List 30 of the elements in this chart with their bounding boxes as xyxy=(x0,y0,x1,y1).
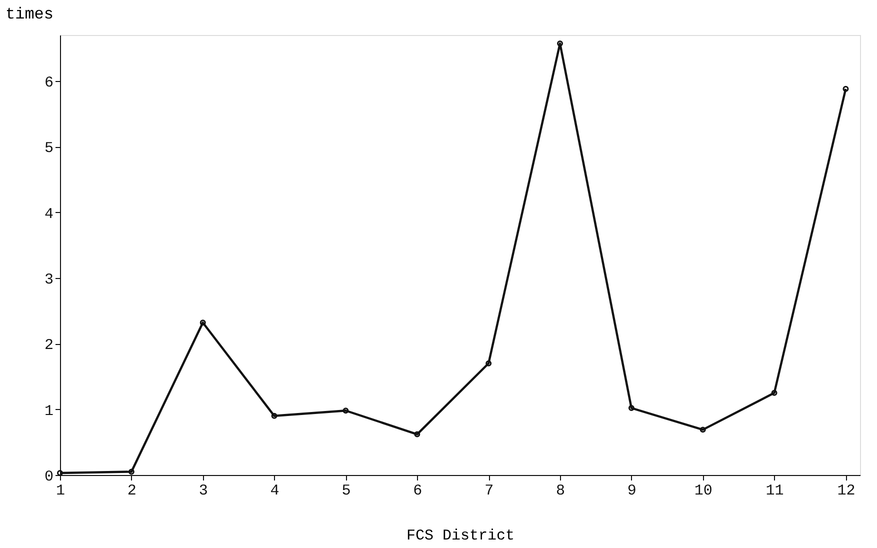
x-axis-title: FCS District xyxy=(406,528,515,544)
x-tick-label: 1 xyxy=(56,482,66,500)
y-tick-label: 0 xyxy=(44,468,54,486)
y-axis-title: times xyxy=(6,6,54,24)
point xyxy=(342,408,349,414)
y-tick-label: 6 xyxy=(44,74,54,92)
point xyxy=(414,431,420,438)
x-tick-label: 3 xyxy=(198,482,208,500)
point xyxy=(771,390,778,396)
x-tick-label: 7 xyxy=(484,482,494,500)
point xyxy=(700,426,706,433)
y-tick-label: 1 xyxy=(44,402,54,420)
x-tick-label: 8 xyxy=(556,482,566,500)
x-tick-label: 2 xyxy=(127,482,136,500)
point xyxy=(200,320,206,326)
x-tick-label: 4 xyxy=(270,482,280,500)
point xyxy=(628,405,634,411)
x-tick-label: 6 xyxy=(413,482,422,500)
x-tick-label: 11 xyxy=(766,482,784,500)
x-tick-label: 5 xyxy=(342,482,351,500)
x-tick-label: 9 xyxy=(627,482,636,500)
y-tick-label: 2 xyxy=(44,337,54,354)
x-tick-label: 10 xyxy=(694,482,712,500)
x-tick-label: 12 xyxy=(837,482,856,500)
y-tick-label: 4 xyxy=(44,206,54,223)
y-tick-label: 3 xyxy=(44,271,54,288)
point xyxy=(271,412,278,419)
point xyxy=(486,360,492,366)
y-tick-label: 5 xyxy=(44,140,54,158)
point xyxy=(128,468,134,475)
